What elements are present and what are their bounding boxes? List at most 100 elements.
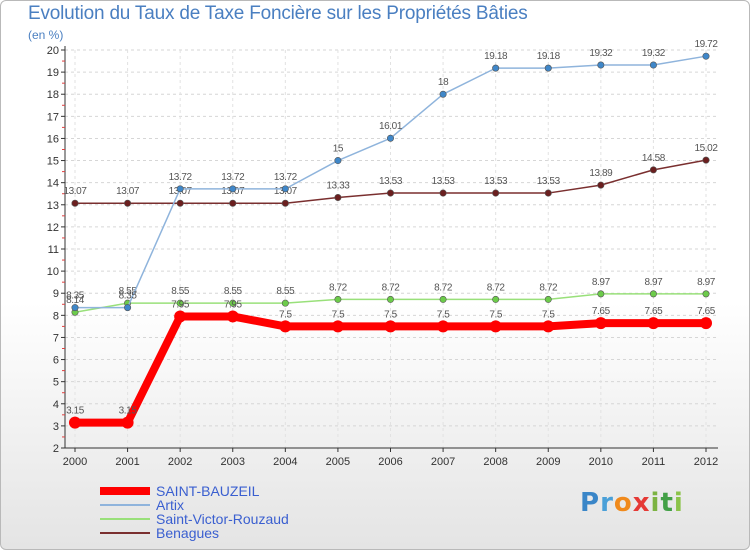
- y-tick-label: 10: [47, 266, 59, 278]
- legend-swatch-saint-bauzeil: [100, 487, 150, 495]
- legend-label: Saint-Victor-Rouzaud: [156, 511, 289, 527]
- data-label-saint-bauzeil: 7.95: [171, 299, 190, 310]
- data-point-saint-bauzeil: [700, 317, 712, 330]
- legend-swatch-saint-victor-rouzaud: [100, 518, 150, 520]
- data-point-saint-victor-rouzaud: [176, 299, 184, 307]
- data-label-saint-victor-rouzaud: 8.55: [171, 286, 190, 297]
- data-label-artix: 8.35: [119, 291, 138, 302]
- data-point-saint-bauzeil: [279, 320, 292, 333]
- data-point-saint-victor-rouzaud: [597, 290, 605, 298]
- data-point-artix: [649, 61, 657, 69]
- data-label-artix: 15: [333, 144, 344, 155]
- data-point-artix: [176, 185, 184, 193]
- data-point-benagues: [281, 199, 289, 207]
- y-tick-label: 2: [53, 443, 59, 455]
- data-point-artix: [386, 134, 394, 142]
- data-label-saint-bauzeil: 7.5: [489, 309, 503, 320]
- data-point-benagues: [492, 189, 500, 197]
- data-point-saint-bauzeil: [647, 317, 660, 330]
- data-label-artix: 19.18: [537, 51, 561, 62]
- data-point-artix: [124, 304, 132, 312]
- y-tick-label: 9: [53, 288, 59, 300]
- x-tick-label: 2007: [431, 456, 455, 468]
- data-label-saint-victor-rouzaud: 8.72: [539, 282, 558, 293]
- data-label-saint-victor-rouzaud: 8.72: [434, 282, 453, 293]
- legend-swatch-artix: [100, 504, 150, 506]
- proxiti-logo: Proxiti: [580, 488, 684, 518]
- y-tick-label: 3: [53, 421, 59, 433]
- data-label-saint-victor-rouzaud: 8.55: [119, 286, 138, 297]
- data-label-saint-victor-rouzaud: 8.97: [644, 277, 663, 288]
- data-point-saint-victor-rouzaud: [334, 295, 342, 303]
- data-point-benagues: [176, 199, 184, 207]
- data-label-saint-bauzeil: 3.15: [66, 406, 85, 417]
- data-point-saint-bauzeil: [174, 310, 187, 323]
- data-point-benagues: [597, 181, 605, 189]
- legend-label: Benagues: [156, 525, 220, 541]
- data-point-benagues: [334, 193, 342, 201]
- data-point-benagues: [124, 199, 132, 207]
- x-tick-label: 2002: [168, 456, 192, 468]
- data-label-benagues: 15.02: [694, 143, 718, 154]
- data-label-saint-bauzeil: 7.65: [592, 306, 611, 317]
- data-point-benagues: [649, 166, 657, 174]
- data-label-benagues: 13.53: [537, 176, 561, 187]
- data-label-benagues: 13.53: [432, 176, 456, 187]
- data-point-saint-victor-rouzaud: [281, 299, 289, 307]
- data-label-benagues: 13.33: [326, 180, 350, 191]
- data-label-artix: 18: [438, 77, 449, 88]
- legend-swatch-benagues: [100, 532, 150, 534]
- data-point-artix: [71, 304, 79, 312]
- x-tick-label: 2006: [378, 456, 402, 468]
- data-label-artix: 19.72: [694, 39, 718, 50]
- data-label-benagues: 13.89: [589, 168, 613, 179]
- data-label-benagues: 13.07: [116, 186, 140, 197]
- data-label-saint-bauzeil: 7.65: [644, 306, 663, 317]
- y-tick-label: 15: [47, 156, 59, 168]
- y-tick-label: 13: [47, 200, 59, 212]
- data-point-saint-bauzeil: [594, 317, 607, 330]
- data-point-saint-bauzeil: [226, 310, 239, 323]
- data-label-artix: 19.32: [642, 48, 666, 59]
- data-point-benagues: [544, 189, 552, 197]
- data-point-benagues: [71, 199, 79, 207]
- legend-label: SAINT-BAUZEIL: [156, 483, 260, 499]
- y-tick-label: 8: [53, 310, 59, 322]
- data-label-saint-victor-rouzaud: 8.72: [487, 282, 506, 293]
- data-point-artix: [281, 185, 289, 193]
- data-point-saint-victor-rouzaud: [649, 290, 657, 298]
- y-tick-label: 7: [53, 332, 59, 344]
- x-tick-label: 2004: [273, 456, 297, 468]
- data-label-saint-bauzeil: 7.5: [332, 309, 346, 320]
- x-tick-label: 2012: [694, 456, 718, 468]
- data-label-saint-victor-rouzaud: 8.72: [329, 282, 348, 293]
- x-tick-label: 2003: [221, 456, 245, 468]
- data-point-saint-bauzeil: [489, 320, 502, 333]
- data-point-saint-victor-rouzaud: [439, 295, 447, 303]
- chart-title: Evolution du Taux de Taxe Foncière sur l…: [28, 3, 528, 24]
- x-tick-label: 2008: [483, 456, 507, 468]
- data-point-benagues: [229, 199, 237, 207]
- x-tick-label: 2005: [326, 456, 350, 468]
- x-tick-label: 2009: [536, 456, 560, 468]
- y-tick-label: 16: [47, 133, 59, 145]
- data-point-saint-victor-rouzaud: [544, 295, 552, 303]
- y-tick-label: 17: [47, 111, 59, 123]
- data-label-saint-victor-rouzaud: 8.72: [382, 282, 401, 293]
- data-point-saint-bauzeil: [69, 416, 81, 429]
- data-label-artix: 13.72: [221, 172, 245, 183]
- data-point-benagues: [386, 189, 394, 197]
- data-label-artix: 13.72: [169, 172, 193, 183]
- y-tick-label: 14: [47, 178, 59, 190]
- x-tick-label: 2010: [589, 456, 613, 468]
- data-point-artix: [334, 157, 342, 165]
- data-point-benagues: [439, 189, 447, 197]
- y-tick-label: 19: [47, 67, 59, 79]
- y-tick-label: 4: [53, 399, 59, 411]
- data-point-artix: [702, 52, 710, 60]
- data-label-artix: 13.72: [274, 172, 298, 183]
- data-point-saint-victor-rouzaud: [702, 290, 710, 298]
- data-point-saint-bauzeil: [331, 320, 344, 333]
- data-label-saint-bauzeil: 7.95: [224, 299, 243, 310]
- data-label-benagues: 13.07: [63, 186, 87, 197]
